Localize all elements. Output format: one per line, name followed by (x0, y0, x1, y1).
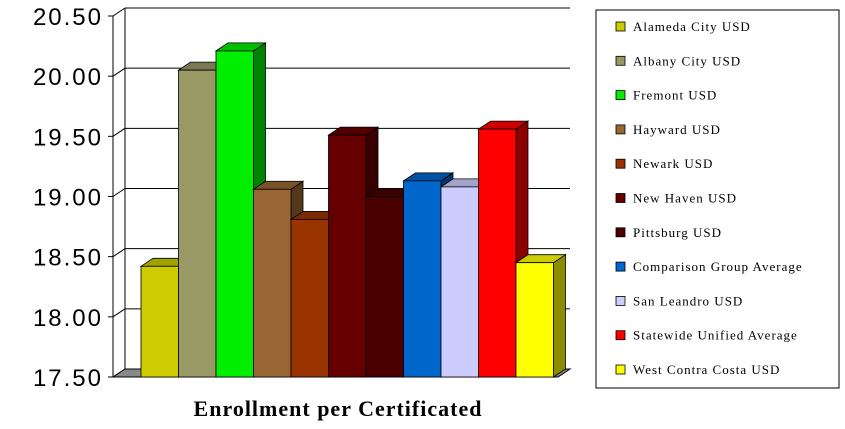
legend-swatch (615, 261, 626, 272)
bar (514, 253, 567, 378)
bars (139, 42, 567, 378)
y-tick-label: 17.50 (33, 365, 103, 392)
legend-swatch (615, 227, 626, 238)
legend-item: New Haven USD (615, 191, 737, 206)
legend-label: Hayward USD (633, 122, 721, 137)
bar (477, 120, 530, 378)
legend-swatch (615, 124, 626, 135)
legend-label: West Contra Costa USD (633, 362, 780, 377)
y-tick-label: 18.00 (33, 305, 103, 332)
grid-side-diagonal (112, 248, 126, 258)
bar-front (140, 265, 179, 378)
legend-item: Albany City USD (615, 53, 741, 68)
legend-label: Comparison Group Average (633, 259, 803, 274)
legend-box (595, 9, 840, 389)
legend-swatch (615, 158, 626, 169)
legend-item: Pittsburg USD (615, 225, 722, 240)
legend-swatch (615, 364, 626, 375)
legend-label: San Leandro USD (633, 293, 743, 308)
bar-front (478, 128, 517, 378)
bar-front (290, 218, 329, 378)
legend-swatch (615, 193, 626, 203)
bar-front (440, 186, 479, 378)
bar-front (328, 134, 367, 378)
legend-item: Statewide Unified Average (615, 328, 798, 343)
legend-label: Newark USD (633, 156, 713, 171)
bar-front (253, 188, 292, 378)
legend: Alameda City USD Albany City USD Fremont U… (595, 9, 840, 389)
legend-label: Statewide Unified Average (633, 328, 798, 343)
y-axis: 17.50 18.00 18.50 19.00 19.50 20.00 20.50 (33, 4, 114, 392)
bar-front (403, 180, 442, 378)
legend-item: Newark USD (615, 156, 713, 171)
y-tick-label: 20.50 (33, 4, 103, 31)
legend-item: West Contra Costa USD (615, 362, 780, 377)
legend-swatch (615, 21, 626, 32)
y-tick-label: 19.50 (33, 124, 103, 151)
bar-front (365, 196, 404, 378)
legend-label: Pittsburg USD (633, 225, 722, 240)
bar-front (215, 50, 254, 378)
legend-label: Fremont USD (633, 88, 717, 103)
legend-item: Fremont USD (615, 88, 717, 103)
y-tick-label: 18.50 (33, 245, 103, 272)
legend-label: New Haven USD (633, 191, 737, 206)
legend-label: Albany City USD (633, 53, 741, 68)
legend-swatch (615, 330, 626, 341)
grid-side-diagonal (112, 67, 126, 77)
legend-item: Hayward USD (615, 122, 721, 137)
bar-front (515, 262, 554, 378)
y-tick-label: 20.00 (33, 64, 103, 91)
legend-swatch (615, 55, 626, 66)
grid-side-diagonal (112, 308, 126, 318)
legend-swatch (615, 90, 626, 100)
bar-front (178, 69, 217, 378)
grid-side-diagonal (112, 7, 126, 17)
legend-label: Alameda City USD (633, 19, 751, 34)
legend-swatch (615, 295, 626, 306)
x-axis-label: Enrollment per Certificated (194, 396, 483, 421)
legend-item: Comparison Group Average (615, 259, 803, 274)
grid-side-diagonal (112, 188, 126, 197)
y-tick-label: 19.00 (33, 185, 103, 212)
bar-side (553, 253, 566, 378)
grid-side-diagonal (112, 127, 126, 137)
legend-item: Alameda City USD (615, 19, 751, 34)
legend-item: San Leandro USD (615, 293, 743, 308)
